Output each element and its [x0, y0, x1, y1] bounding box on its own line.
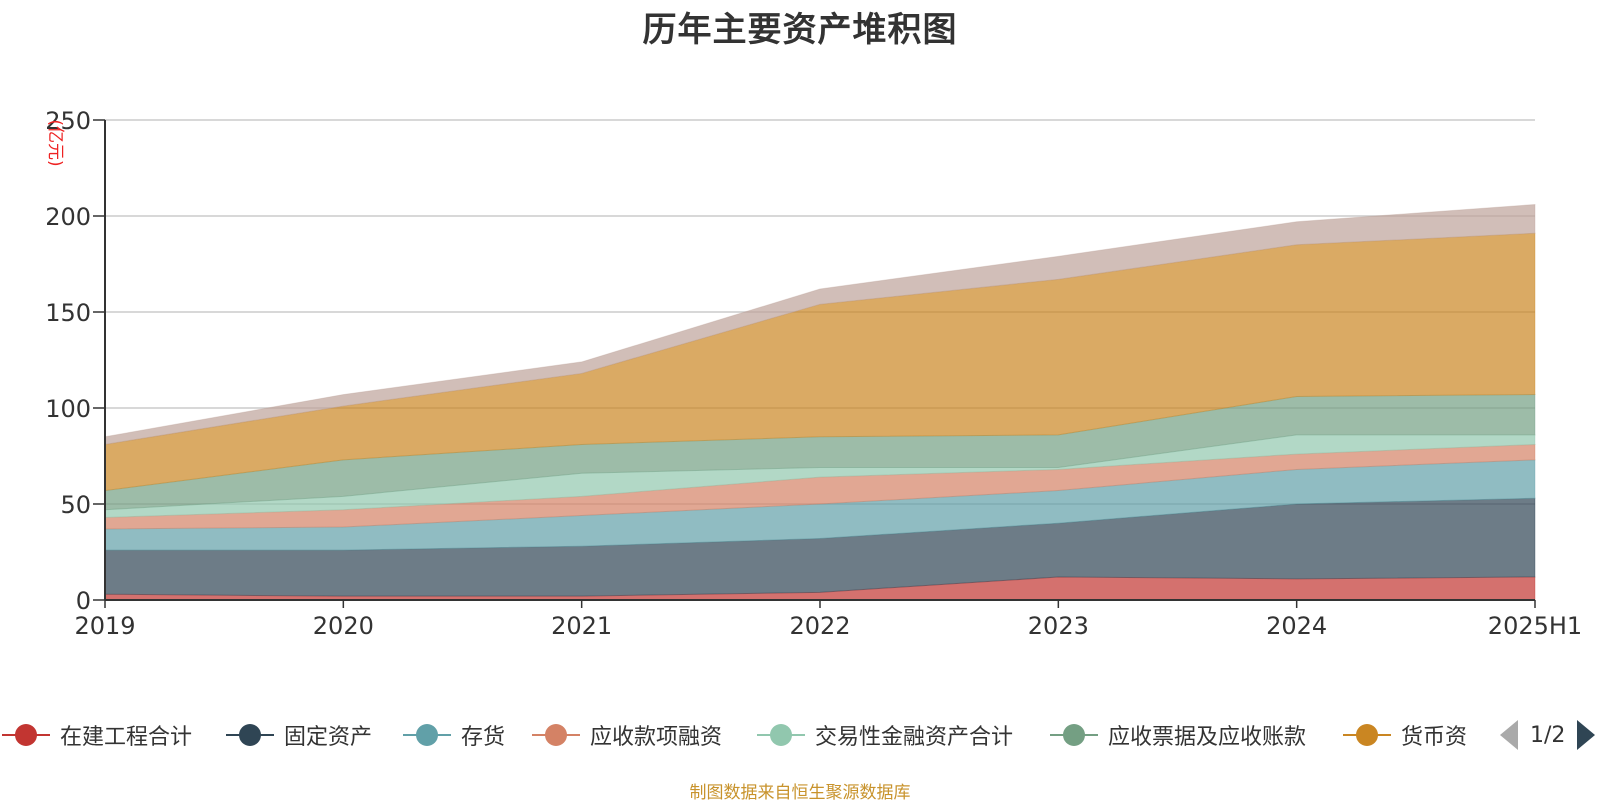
y-tick-label-1: 50 — [60, 491, 91, 519]
pager-next-icon[interactable] — [1577, 720, 1596, 750]
legend: 在建工程合计 固定资产 存货 应收款项融资 — [0, 715, 1600, 755]
legend-label: 货币资 — [1401, 725, 1468, 750]
legend-item-4[interactable]: 交易性金融资产合计 — [757, 715, 1013, 755]
legend-label: 存货 — [461, 725, 506, 750]
y-axis-unit-label: (亿元) — [45, 119, 65, 166]
x-tick-label-3: 2022 — [789, 612, 850, 640]
axes: 0 50 100 150 200 250 2019 2020 2021 2022 2023 2024 2… — [45, 107, 1582, 640]
area-series-5 — [104, 394, 1536, 511]
legend-label: 交易性金融资产合计 — [815, 725, 1014, 750]
y-tick-label-2: 100 — [45, 395, 91, 423]
y-tick-label-3: 150 — [45, 299, 91, 327]
legend-marker-icon — [403, 722, 451, 748]
chart-title: 历年主要资产堆积图 — [642, 10, 958, 50]
legend-marker-icon — [757, 722, 805, 748]
x-tick-label-6: 2025H1 — [1488, 612, 1582, 640]
legend-pager: 1/2 — [1500, 715, 1596, 755]
area-series-3 — [104, 443, 1536, 530]
area-series-1 — [104, 497, 1536, 597]
area-series-6 — [104, 232, 1536, 492]
area-series-7 — [104, 203, 1536, 446]
x-tick-label-4: 2023 — [1028, 612, 1089, 640]
legend-marker-icon — [1050, 722, 1098, 748]
legend-marker-icon — [1343, 722, 1391, 748]
legend-marker-icon — [226, 722, 274, 748]
legend-item-6[interactable]: 货币资 — [1343, 715, 1467, 755]
legend-marker-icon — [2, 722, 50, 748]
legend-label: 应收票据及应收账款 — [1108, 725, 1307, 750]
legend-item-5[interactable]: 应收票据及应收账款 — [1050, 715, 1306, 755]
legend-label: 应收款项融资 — [590, 725, 723, 750]
pager-prev-icon[interactable] — [1500, 720, 1518, 750]
y-tick-label-4: 200 — [45, 203, 91, 231]
legend-item-0[interactable]: 在建工程合计 — [2, 715, 192, 755]
area-series — [104, 203, 1536, 601]
pager-indicator: 1/2 — [1530, 722, 1566, 748]
legend-label: 在建工程合计 — [60, 725, 193, 750]
x-tick-label-2: 2021 — [551, 612, 612, 640]
legend-marker-icon — [532, 722, 580, 748]
y-tick-label-0: 0 — [76, 587, 91, 615]
x-tick-label-5: 2024 — [1266, 612, 1327, 640]
legend-item-2[interactable]: 存货 — [403, 715, 505, 755]
y-tick-label-5: 250 — [45, 107, 91, 135]
legend-item-3[interactable]: 应收款项融资 — [532, 715, 722, 755]
legend-item-1[interactable]: 固定资产 — [226, 715, 372, 755]
x-tick-label-0: 2019 — [74, 612, 135, 640]
legend-label: 固定资产 — [284, 725, 373, 750]
x-tick-label-1: 2020 — [313, 612, 374, 640]
source-note: 制图数据来自恒生聚源数据库 — [689, 783, 911, 800]
